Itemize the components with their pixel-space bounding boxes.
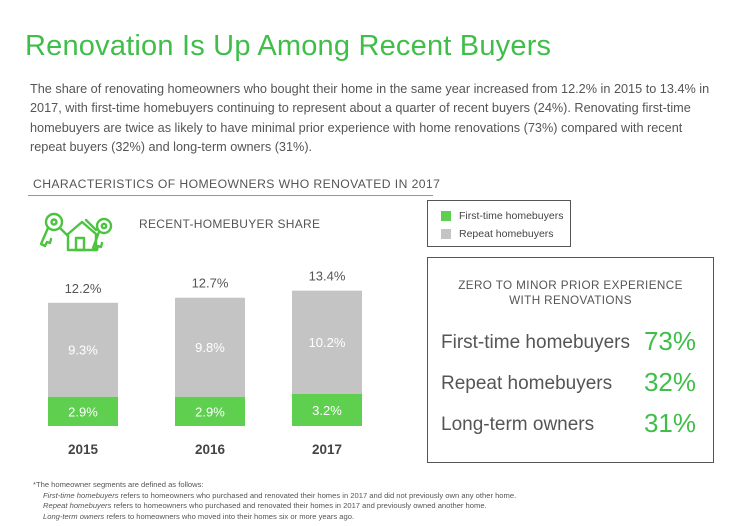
legend-swatch-repeat [441,229,451,239]
legend-label: First-time homebuyers [459,210,564,222]
experience-value: 73% [643,326,696,356]
legend-item-repeat: Repeat homebuyers [441,227,554,241]
footnote-text: refers to homeowners who purchased and r… [111,501,487,511]
footnote-term: Repeat homebuyers [43,501,112,511]
experience-value: 32% [643,367,696,397]
legend-label: Repeat homebuyers [459,228,554,240]
x-axis-tick-label: 2016 [195,442,226,457]
bar-label-repeat: 9.8% [195,340,225,355]
section-divider [28,195,433,196]
footnote-item: First-time homebuyers refers to homeowne… [33,491,733,502]
bar-total-label: 13.4% [309,269,346,284]
bar-segment-repeat [292,290,362,394]
experience-label: Long-term owners [441,414,595,435]
footnote-text: refers to homeowners who moved into thei… [104,511,355,521]
chart-title: RECENT-HOMEBUYER SHARE [139,217,321,231]
bar-segment-first-time [175,396,245,426]
footnote-item: Long-term owners refers to homeowners wh… [33,512,733,523]
house-keys-icon [39,212,113,252]
x-axis-tick-label: 2015 [68,442,99,457]
page-title: Renovation Is Up Among Recent Buyers [25,30,552,62]
bar-segment-repeat [175,297,245,397]
intro-paragraph: The share of renovating homeowners who b… [30,82,710,154]
experience-panel-title: ZERO TO MINOR PRIOR EXPERIENCE WITH RENO… [458,279,683,307]
bar-label-repeat: 9.3% [68,343,98,358]
footnote-intro: *The homeowner segments are defined as f… [33,480,204,489]
footnote-text: refers to homeowners who purchased and r… [118,490,517,500]
section-title: CHARACTERISTICS OF HOMEOWNERS WHO RENOVA… [33,177,441,191]
footnotes: *The homeowner segments are defined as f… [33,480,733,522]
legend-swatch-first-time [441,211,451,221]
stacked-bar-chart: 2.9% 9.3% 12.2% 2015 2.9% 9.8% 12.7% 2016 3.2% 10… [48,269,362,457]
bar-label-first-time: 3.2% [312,403,342,418]
bar-label-first-time: 2.9% [68,404,98,419]
experience-row-first-time: First-time homebuyers 73% [441,326,696,357]
bar-segment-repeat [48,302,118,397]
bar-total-label: 12.7% [192,276,229,291]
experience-label: Repeat homebuyers [441,373,613,394]
experience-value: 31% [643,408,696,438]
bar-segment-first-time [48,396,118,426]
footnote-term: Long-term owners [43,511,105,521]
experience-label: First-time homebuyers [441,332,630,353]
bar-total-label: 12.2% [65,281,102,296]
legend-item-first-time: First-time homebuyers [441,209,563,223]
bar-label-first-time: 2.9% [195,404,225,419]
x-axis-tick-label: 2017 [312,442,342,457]
footnote-term: First-time homebuyers [43,490,119,500]
bar-segment-first-time [292,393,362,426]
bar-label-repeat: 10.2% [309,335,346,350]
experience-row-repeat: Repeat homebuyers 32% [441,367,696,398]
experience-row-long-term: Long-term owners 31% [441,408,696,439]
experience-panel: ZERO TO MINOR PRIOR EXPERIENCE WITH RENO… [427,257,714,463]
chart-legend: First-time homebuyers Repeat homebuyers [427,200,571,247]
footnote-item: Repeat homebuyers refers to homeowners w… [33,501,733,512]
